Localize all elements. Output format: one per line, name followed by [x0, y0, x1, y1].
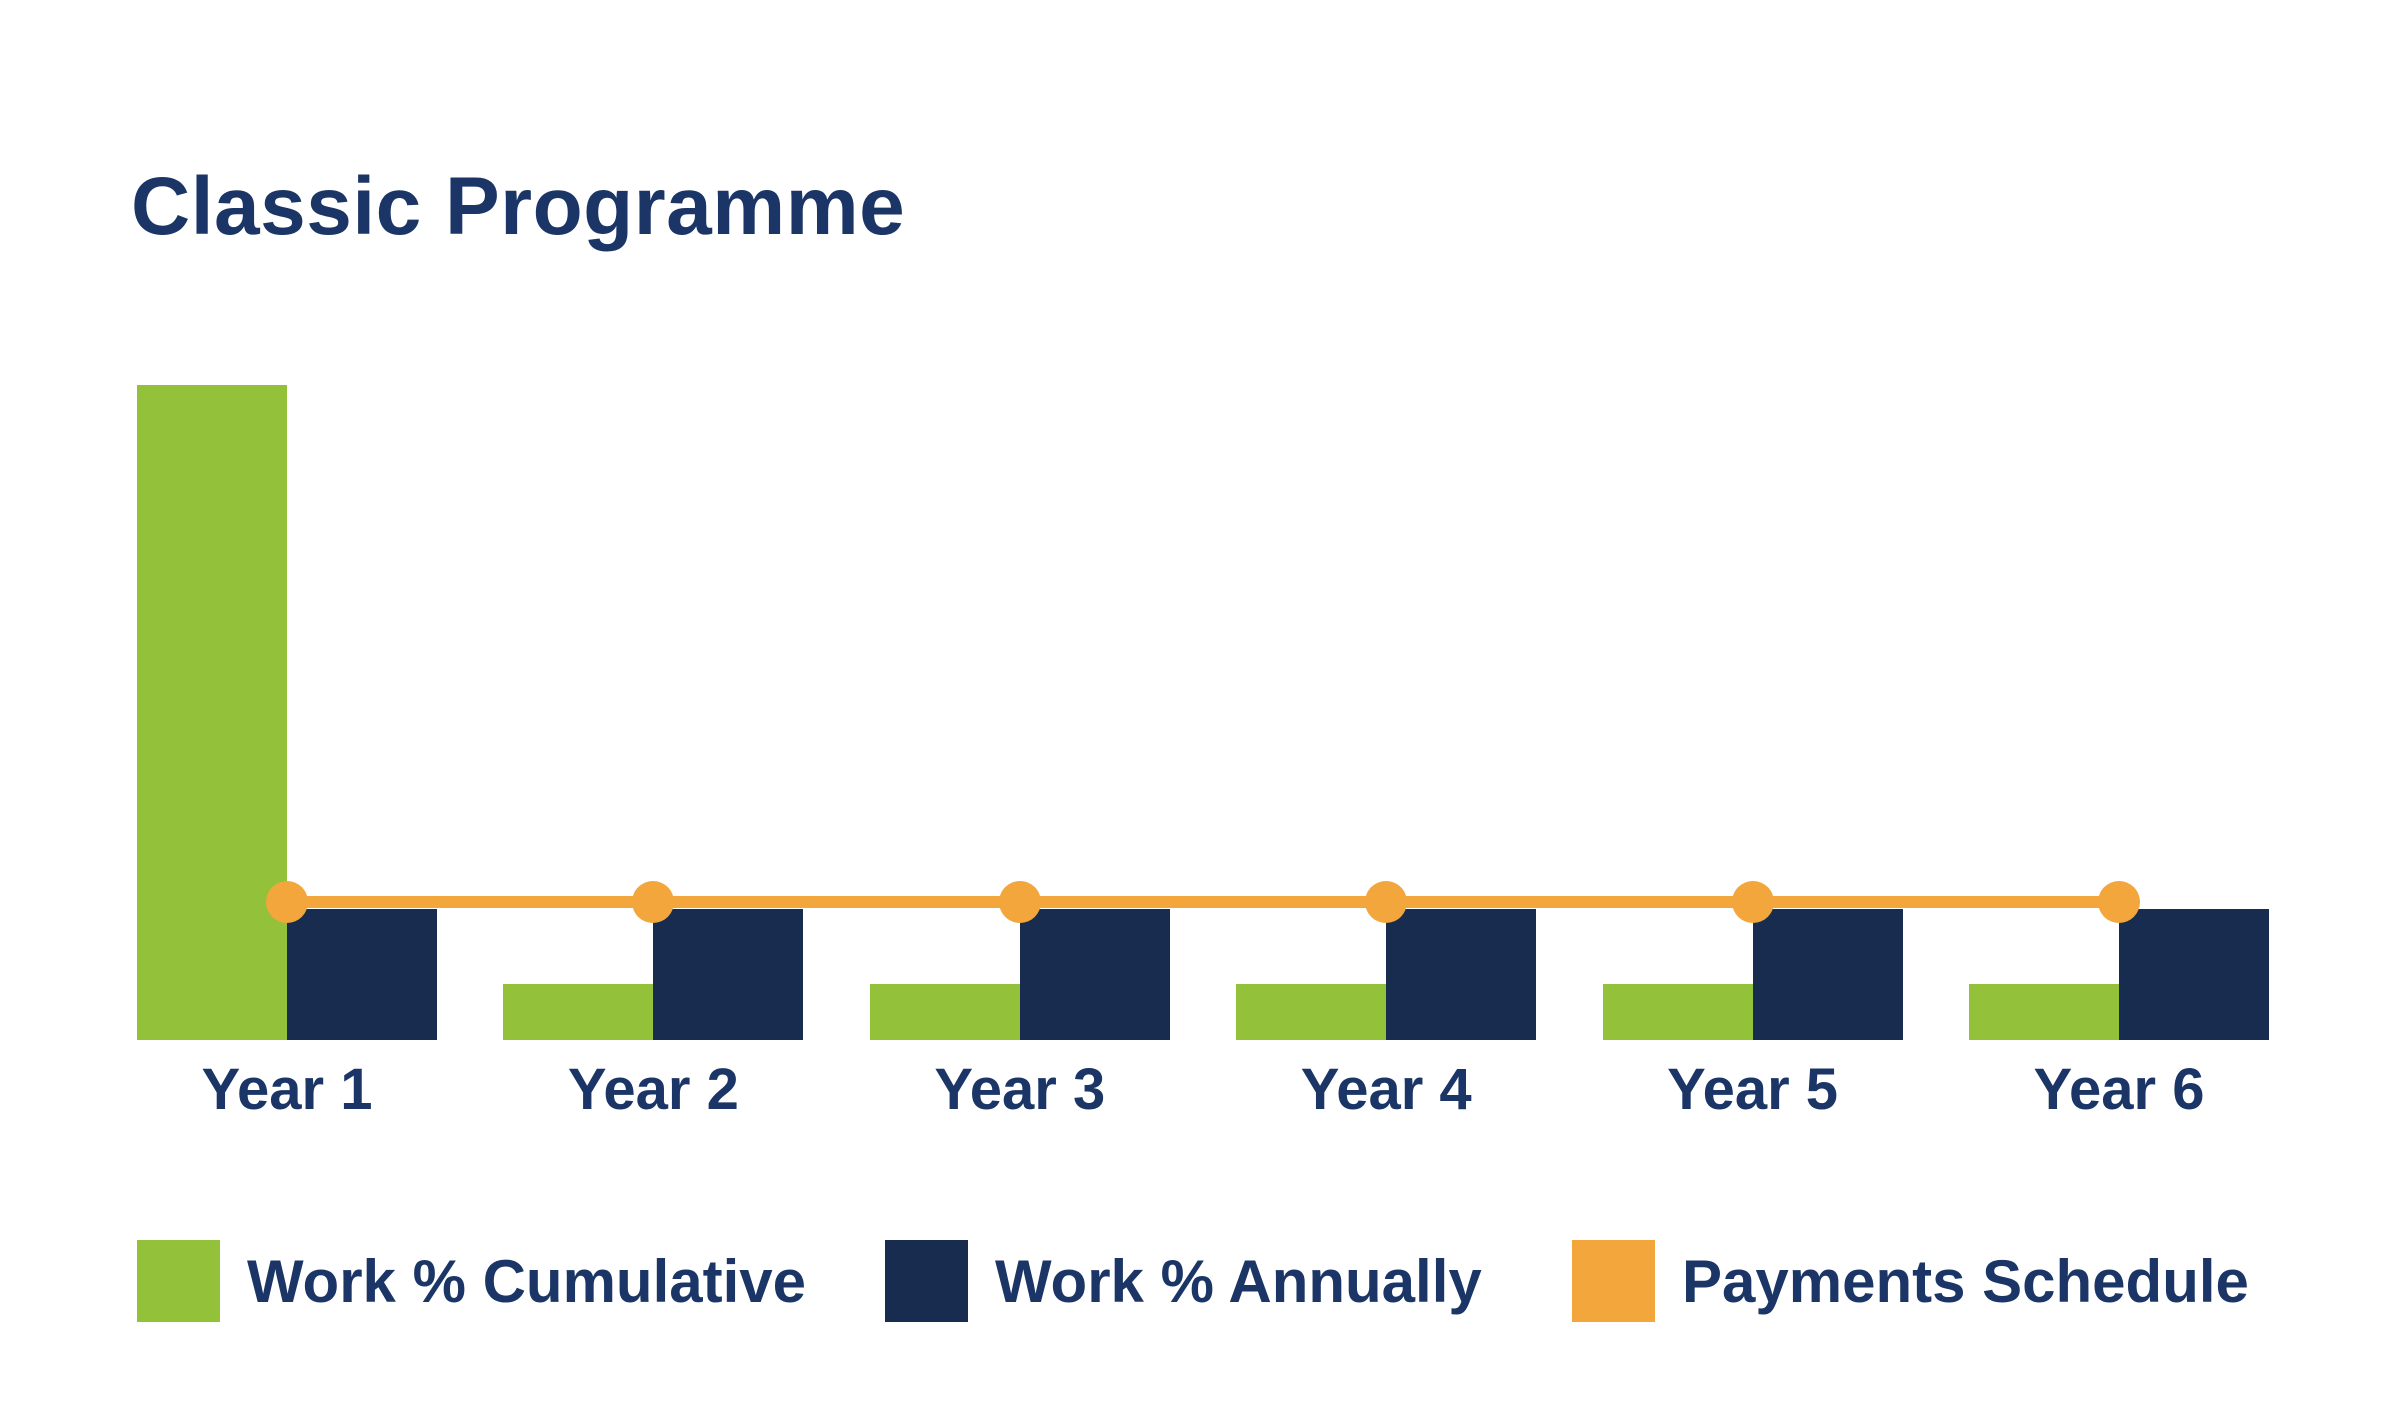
cumulative-bar-year-6 — [1969, 984, 2119, 1040]
annual-bar-year-4 — [1386, 909, 1537, 1040]
payment-marker-year-5 — [1731, 881, 1774, 924]
cumulative-bar-year-1 — [137, 385, 287, 1040]
legend-label-payments-schedule: Payments Schedule — [1682, 1247, 2249, 1315]
x-label-year-5: Year 5 — [1667, 1057, 1839, 1122]
annual-bar-year-5 — [1752, 909, 1903, 1040]
annual-bar-year-1 — [287, 909, 437, 1040]
legend-item-payments-schedule: Payments Schedule — [1572, 1240, 2249, 1322]
payment-marker-year-1 — [266, 881, 308, 924]
payment-marker-year-3 — [998, 881, 1041, 924]
x-label-year-2: Year 2 — [567, 1057, 739, 1122]
legend-item-work-annually: Work % Annually — [885, 1240, 1482, 1322]
payments-line — [287, 896, 2119, 909]
x-label-year-3: Year 3 — [934, 1057, 1106, 1122]
payment-marker-year-6 — [2098, 881, 2140, 924]
legend-label-work-cumulative: Work % Cumulative — [247, 1247, 807, 1315]
cumulative-bar-year-4 — [1236, 984, 1387, 1040]
legend-label-work-annually: Work % Annually — [995, 1247, 1482, 1315]
annual-bar-year-2 — [653, 909, 804, 1040]
payment-marker-year-2 — [632, 881, 675, 924]
annual-bar-year-3 — [1019, 909, 1170, 1040]
x-label-year-4: Year 4 — [1300, 1057, 1472, 1122]
legend-item-work-cumulative: Work % Cumulative — [137, 1240, 806, 1322]
cumulative-bar-year-5 — [1602, 984, 1753, 1040]
cumulative-bar-year-2 — [503, 984, 654, 1040]
x-label-year-6: Year 6 — [2033, 1057, 2205, 1122]
x-label-year-1: Year 1 — [201, 1057, 373, 1122]
payment-marker-year-4 — [1365, 881, 1408, 924]
legend-swatch-work-annually — [885, 1240, 968, 1322]
legend: Work % Cumulative Work % Annually Paymen… — [0, 1240, 2396, 1330]
cumulative-bar-year-3 — [869, 984, 1020, 1040]
page-title: Classic Programme — [131, 161, 906, 252]
legend-swatch-work-cumulative — [137, 1240, 220, 1322]
legend-swatch-payments-schedule — [1572, 1240, 1655, 1322]
annual-bar-year-6 — [2119, 909, 2269, 1040]
